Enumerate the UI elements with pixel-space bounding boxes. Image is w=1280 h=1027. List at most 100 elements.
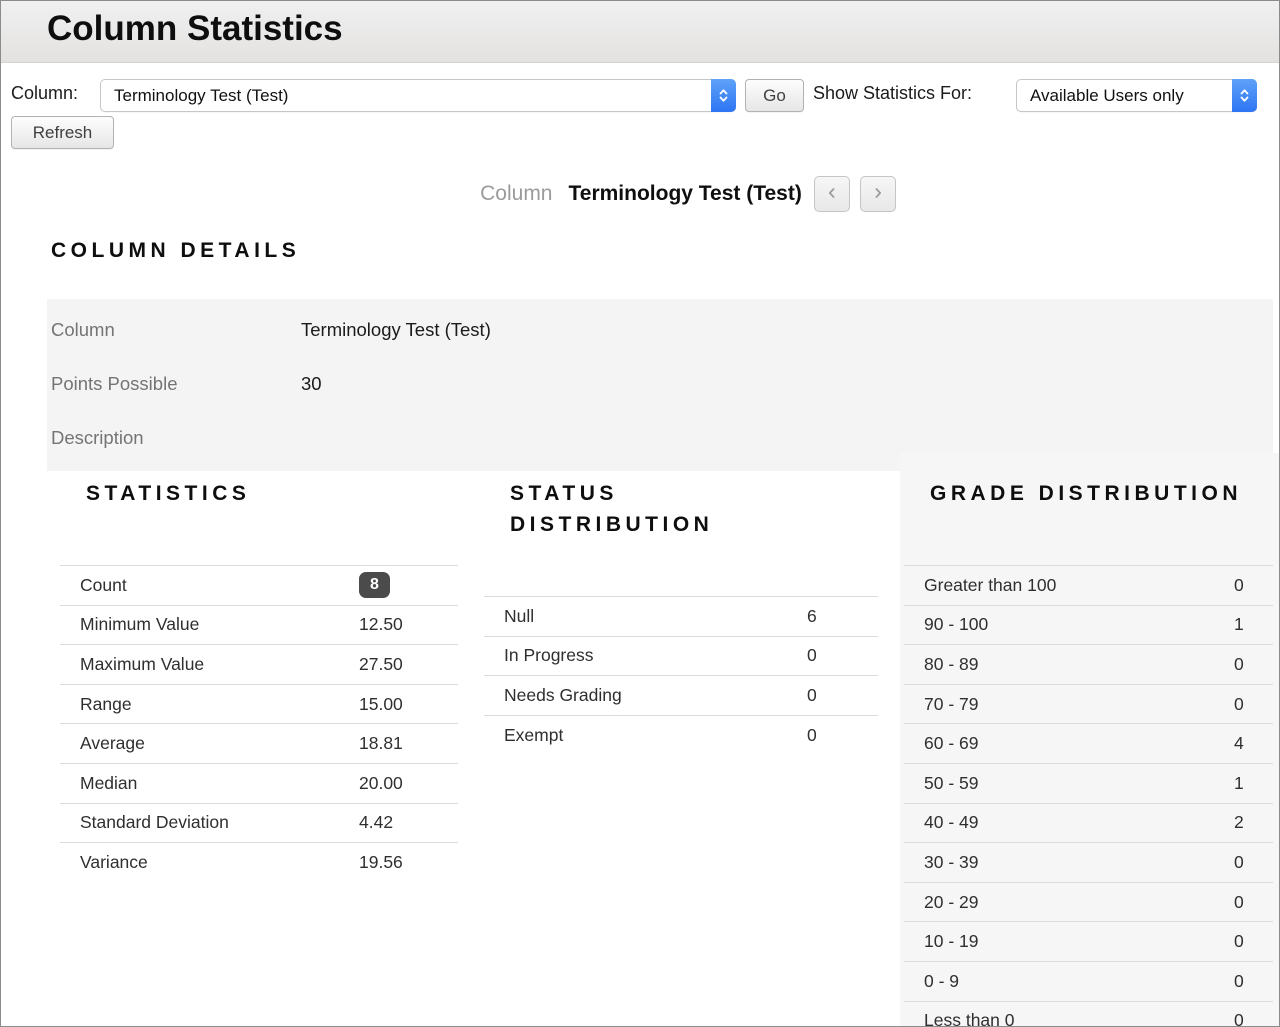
detail-label: Points Possible — [51, 373, 178, 394]
next-column-button[interactable] — [859, 176, 896, 212]
grade-range-label: Greater than 100 — [924, 574, 1057, 595]
grade-range-label: 70 - 79 — [924, 693, 979, 714]
grade-range-label: Less than 0 — [924, 1010, 1015, 1027]
go-button[interactable]: Go — [745, 79, 804, 112]
refresh-button[interactable]: Refresh — [11, 116, 114, 149]
grade-count-value: 1 — [1234, 772, 1244, 793]
stat-label: Standard Deviation — [80, 812, 229, 833]
grade-count-value: 0 — [1234, 970, 1244, 991]
statistics-sections: STATISTICS Count 8 Minimum Value 12.50 M… — [60, 471, 1279, 1027]
table-row: 40 - 49 2 — [904, 802, 1273, 843]
grade-range-label: 40 - 49 — [924, 812, 979, 833]
stat-label: Range — [80, 693, 132, 714]
updown-stepper-icon — [711, 79, 736, 112]
table-row: Maximum Value 27.50 — [60, 644, 458, 684]
table-row: Average 18.81 — [60, 723, 458, 763]
table-row: Needs Grading 0 — [484, 675, 878, 715]
count-badge: 8 — [359, 572, 390, 599]
grade-range-label: 80 - 89 — [924, 653, 979, 674]
grade-count-value: 0 — [1234, 574, 1244, 595]
detail-value: 30 — [301, 373, 322, 394]
toolbar: Column: Terminology Test (Test) Go Show … — [1, 63, 1279, 163]
column-details-heading: COLUMN DETAILS — [51, 239, 301, 262]
grade-range-label: 0 - 9 — [924, 970, 960, 991]
grade-range-label: 30 - 39 — [924, 851, 979, 872]
stat-label: Maximum Value — [80, 653, 205, 674]
grade-count-value: 1 — [1234, 614, 1244, 635]
statistics-section: STATISTICS Count 8 Minimum Value 12.50 M… — [60, 478, 458, 1026]
grade-distribution-table: Greater than 100 0 90 - 100 1 80 - 89 0 … — [904, 565, 1273, 1027]
grade-column-panel-background — [900, 453, 1279, 1026]
grade-distribution-section: GRADE DISTRIBUTION Greater than 100 0 90… — [904, 478, 1273, 1027]
table-row: Count 8 — [60, 565, 458, 605]
table-row: Variance 19.56 — [60, 842, 458, 882]
status-distribution-table: Null 6 In Progress 0 Needs Grading 0 Exe… — [484, 596, 878, 754]
table-row: 90 - 100 1 — [904, 604, 1273, 645]
grade-range-label: 50 - 59 — [924, 772, 979, 793]
previous-column-button[interactable] — [813, 176, 850, 212]
column-nav-title: Terminology Test (Test) — [568, 182, 802, 205]
grade-count-value: 0 — [1234, 693, 1244, 714]
table-row: Exempt 0 — [484, 714, 878, 755]
table-row: Minimum Value 12.50 — [60, 604, 458, 645]
stat-value: 12.50 — [359, 614, 403, 635]
column-nav: Column Terminology Test (Test) — [49, 175, 1279, 213]
table-row: 80 - 89 0 — [904, 644, 1273, 684]
table-row: 70 - 79 0 — [904, 683, 1273, 724]
status-value: 6 — [807, 605, 817, 626]
column-details-box: Column Terminology Test (Test) Points Po… — [47, 299, 1273, 471]
table-row: Null 6 — [484, 596, 878, 636]
table-row: Standard Deviation 4.42 — [60, 802, 458, 843]
column-nav-prefix: Column — [480, 182, 553, 205]
page-title: Column Statistics — [47, 9, 343, 48]
stat-value: 4.42 — [359, 812, 394, 833]
grade-count-value: 0 — [1234, 653, 1244, 674]
table-row: 60 - 69 4 — [904, 723, 1273, 763]
detail-label: Column — [51, 319, 115, 340]
table-row: 10 - 19 0 — [904, 921, 1273, 961]
detail-row: Column Terminology Test (Test) — [47, 303, 1273, 357]
detail-row: Points Possible 30 — [47, 357, 1273, 411]
stat-label: Variance — [80, 851, 148, 872]
column-select-value: Terminology Test (Test) — [114, 85, 289, 105]
status-label: Needs Grading — [504, 684, 622, 705]
show-statistics-select-value: Available Users only — [1030, 85, 1184, 105]
column-select[interactable]: Terminology Test (Test) — [100, 79, 736, 112]
grade-count-value: 0 — [1234, 851, 1244, 872]
chevron-left-icon — [825, 186, 839, 203]
detail-value: Terminology Test (Test) — [301, 319, 491, 340]
statistics-heading: STATISTICS — [86, 482, 251, 505]
grade-count-value: 0 — [1234, 931, 1244, 952]
table-row: 0 - 9 0 — [904, 960, 1273, 1001]
show-statistics-select[interactable]: Available Users only — [1016, 79, 1257, 112]
status-label: In Progress — [504, 645, 594, 666]
page-header: Column Statistics — [1, 1, 1279, 63]
table-row: Greater than 100 0 — [904, 565, 1273, 605]
table-row: 50 - 59 1 — [904, 762, 1273, 803]
stat-value: 20.00 — [359, 772, 403, 793]
chevron-right-icon — [871, 186, 885, 203]
table-row: 20 - 29 0 — [904, 881, 1273, 922]
grade-range-label: 10 - 19 — [924, 931, 979, 952]
status-distribution-heading: STATUS DISTRIBUTION — [510, 482, 714, 536]
table-row: 30 - 39 0 — [904, 842, 1273, 882]
detail-row: Description — [47, 411, 1273, 465]
grade-count-value: 0 — [1234, 891, 1244, 912]
grade-count-value: 0 — [1234, 1010, 1244, 1027]
table-row: Less than 0 0 — [904, 1000, 1273, 1027]
stat-value: 27.50 — [359, 653, 403, 674]
table-row: In Progress 0 — [484, 635, 878, 676]
detail-label: Description — [51, 427, 144, 448]
status-label: Null — [504, 605, 535, 626]
stat-label: Count — [80, 574, 127, 595]
stat-value: 15.00 — [359, 693, 403, 714]
stat-label: Minimum Value — [80, 614, 200, 635]
grade-range-label: 90 - 100 — [924, 614, 989, 635]
status-value: 0 — [807, 724, 817, 745]
status-label: Exempt — [504, 724, 564, 745]
stat-label: Average — [80, 733, 145, 754]
grade-count-value: 4 — [1234, 733, 1244, 754]
updown-stepper-icon — [1232, 79, 1257, 112]
grade-count-value: 2 — [1234, 812, 1244, 833]
